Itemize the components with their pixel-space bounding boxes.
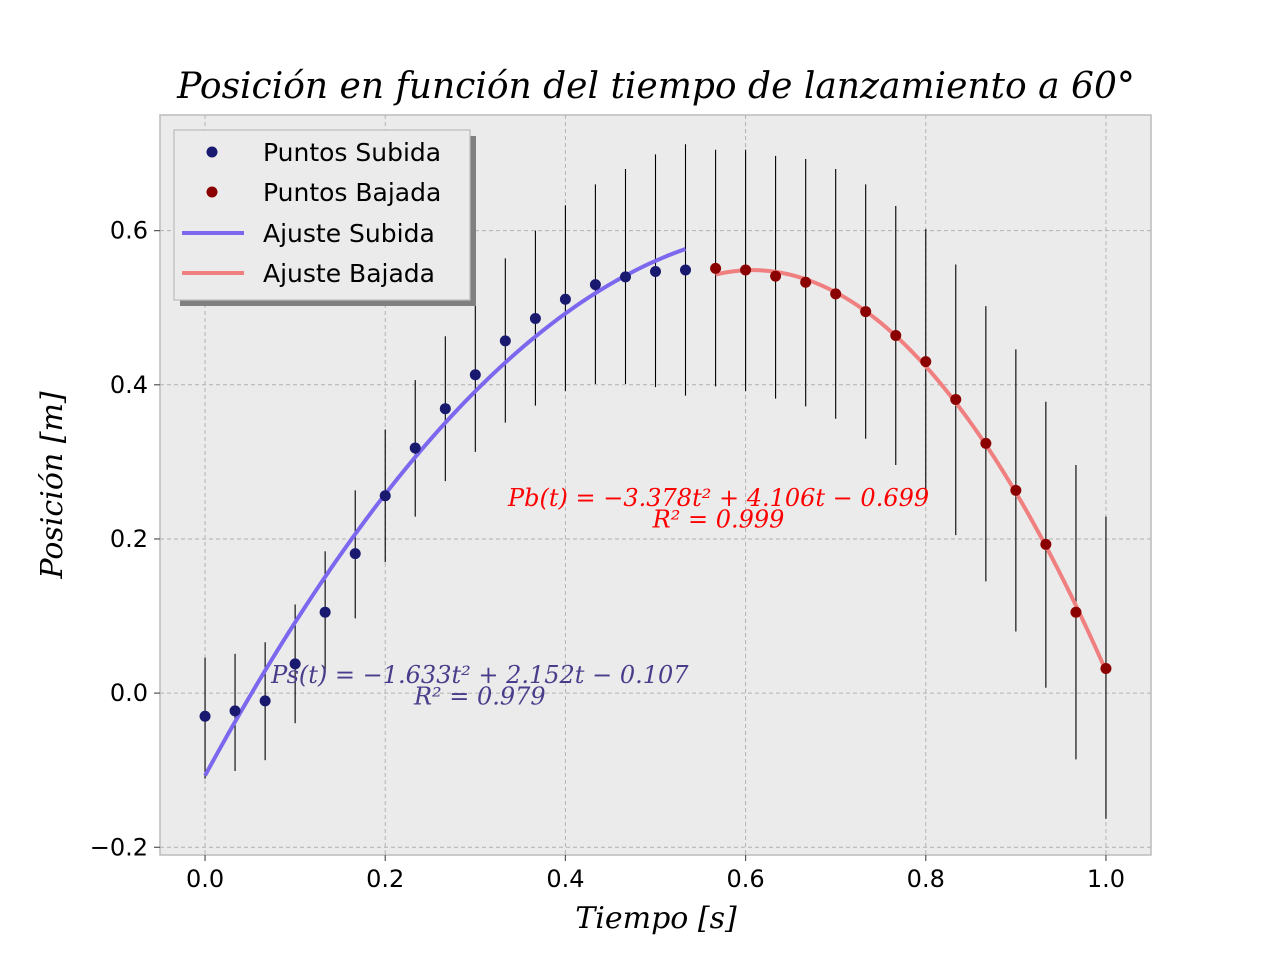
data-point [559,293,571,305]
data-point [1070,606,1082,618]
legend-label: Ajuste Subida [263,219,435,248]
data-point [289,658,301,670]
x-tick-label: 0.2 [366,865,404,893]
y-tick-label: 0.6 [110,217,148,245]
legend-label: Ajuste Bajada [263,259,435,288]
data-point [1040,538,1052,550]
data-point [229,705,241,717]
data-point [529,313,541,324]
data-point [860,306,872,318]
data-point [319,606,331,618]
equation-annotation: R² = 0.979 [413,683,546,711]
x-tick-label: 0.4 [546,865,584,893]
y-tick-label: −0.2 [90,833,148,861]
x-tick-label: 1.0 [1087,865,1125,893]
legend-entries: Puntos Subida Puntos Bajada Ajuste Subida A… [182,138,441,288]
y-axis-label: Posición [m] [35,391,70,579]
fit-line [715,268,1108,672]
data-point [800,276,812,288]
data-points [199,262,1112,722]
fit-lines [203,247,1108,777]
data-point [619,271,631,283]
data-point [650,265,661,277]
data-point [439,403,451,415]
legend-label: Puntos Subida [263,138,441,167]
data-point [1100,662,1112,674]
data-point [589,279,601,291]
data-point [920,356,932,368]
equation-annotation: R² = 0.999 [652,505,785,533]
data-point [890,329,902,341]
data-point [770,270,782,282]
data-point [1010,484,1022,496]
data-point [499,335,511,347]
data-point [349,548,361,560]
y-axis-ticks: −0.2 0.0 0.2 0.4 0.6 [90,217,160,861]
legend-marker [206,146,218,158]
data-point [950,393,962,405]
legend: Puntos Subida Puntos Bajada Ajuste Subida A… [173,129,476,306]
data-point [379,490,391,502]
equation-annotation: Pb(t) = −3.378t² + 4.106t − 0.699 [507,484,929,512]
data-point [740,264,752,276]
x-tick-label: 0.8 [907,865,945,893]
y-tick-label: 0.0 [110,679,148,707]
x-tick-label: 0.6 [727,865,765,893]
chart-title: Posición en función del tiempo de lanzam… [176,66,1135,107]
data-point [199,710,211,722]
legend-label: Puntos Bajada [263,178,441,207]
x-axis-label: Tiempo [s] [575,901,737,936]
data-point [980,437,992,449]
fit-line [203,247,687,777]
y-tick-label: 0.2 [110,525,148,553]
data-point [409,442,421,454]
data-point [830,288,842,300]
data-point [469,369,481,381]
equation-annotation: Ps(t) = −1.633t² + 2.152t − 0.107 [270,661,689,689]
y-tick-label: 0.4 [110,371,148,399]
x-axis-ticks: 0.0 0.2 0.4 0.6 0.8 1.0 [186,855,1125,893]
legend-marker [206,186,218,198]
data-point [259,695,271,707]
data-point [680,264,692,276]
x-tick-label: 0.0 [186,865,224,893]
data-point [710,262,722,274]
